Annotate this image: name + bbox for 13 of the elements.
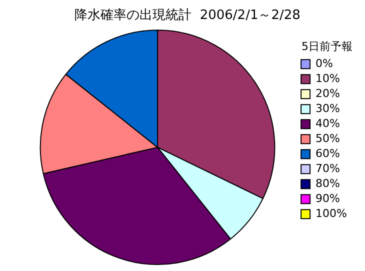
legend-title: 5日前予報	[302, 40, 353, 53]
legend-label: 30%	[316, 102, 340, 115]
legend-label: 100%	[316, 206, 348, 220]
legend-label: 20%	[316, 86, 340, 100]
legend-label: 80%	[316, 176, 340, 190]
legend-label: 40%	[316, 116, 340, 130]
legend-label: 90%	[316, 192, 340, 205]
legend-label: 70%	[316, 162, 340, 175]
chart-title: 降水確率の出現統計 2006/2/1～2/28	[74, 7, 300, 24]
legend-label: 0%	[316, 56, 334, 70]
legend-label: 10%	[316, 72, 340, 85]
legend-label: 50%	[316, 132, 340, 145]
legend-label: 60%	[316, 146, 340, 160]
